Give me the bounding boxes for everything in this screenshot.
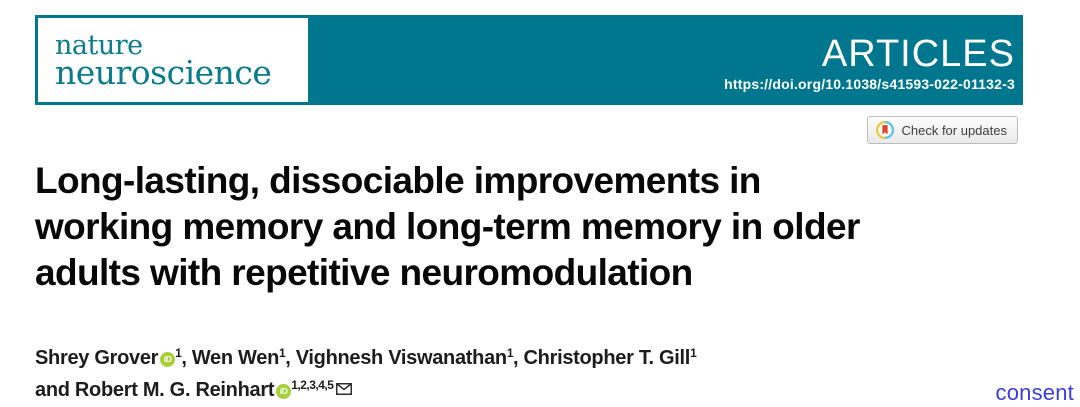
journal-logo: nature neuroscience [35,15,311,105]
banner-right-section: ARTICLES https://doi.org/10.1038/s41593-… [311,15,1023,105]
section-label: ARTICLES [821,33,1015,75]
article-title: Long-lasting, dissociable improvements i… [35,158,995,296]
author-line-1: Shrey Grover iD 1, Wen Wen1, Vighnesh Visw… [35,344,697,375]
author-line-2: and Robert M. G. Reinhart iD 1,2,3,4,5 [35,375,696,407]
title-line-2: working memory and long-term memory in o… [35,206,860,247]
crossmark-icon [876,121,895,139]
author-name: Wen Wen [191,347,280,369]
orcid-icon-label: iD [279,386,288,396]
author-separator: , [285,347,296,369]
author-name: and Robert M. G. Reinhart [35,379,275,401]
journal-name-line1: nature [55,29,143,61]
author-separator: , [181,347,192,369]
email-icon[interactable] [336,375,353,404]
check-for-updates-button[interactable]: Check for updates [867,116,1018,144]
author-name: Shrey Grover [35,347,159,369]
author-affiliation: 1,2,3,4,5 [291,378,334,392]
journal-banner: nature neuroscience ARTICLES https://doi… [35,15,1023,105]
orcid-icon-label: iD [163,354,172,364]
author-affiliation: 1 [175,346,182,360]
consent-link[interactable]: consent [995,380,1074,405]
title-line-1: Long-lasting, dissociable improvements i… [35,160,761,201]
author-name: Vighnesh Viswanathan [295,347,507,369]
author-name: Christopher T. Gill [523,347,691,369]
author-affiliation: 1 [279,346,286,360]
orcid-icon[interactable]: iD [276,384,292,399]
journal-logo-text: nature neuroscience [55,29,272,92]
check-for-updates-label: Check for updates [901,122,1007,138]
author-affiliation: 1 [690,346,697,360]
doi-link[interactable]: https://doi.org/10.1038/s41593-022-01132… [724,76,1015,92]
author-list: Shrey Grover iD 1, Wen Wen1, Vighnesh Visw… [35,344,697,407]
journal-name-line2: neuroscience [55,52,272,92]
author-affiliation: 1 [506,346,514,360]
title-line-3: adults with repetitive neuromodulation [35,252,693,293]
author-separator: , [513,347,524,369]
orcid-icon[interactable]: iD [160,352,176,367]
